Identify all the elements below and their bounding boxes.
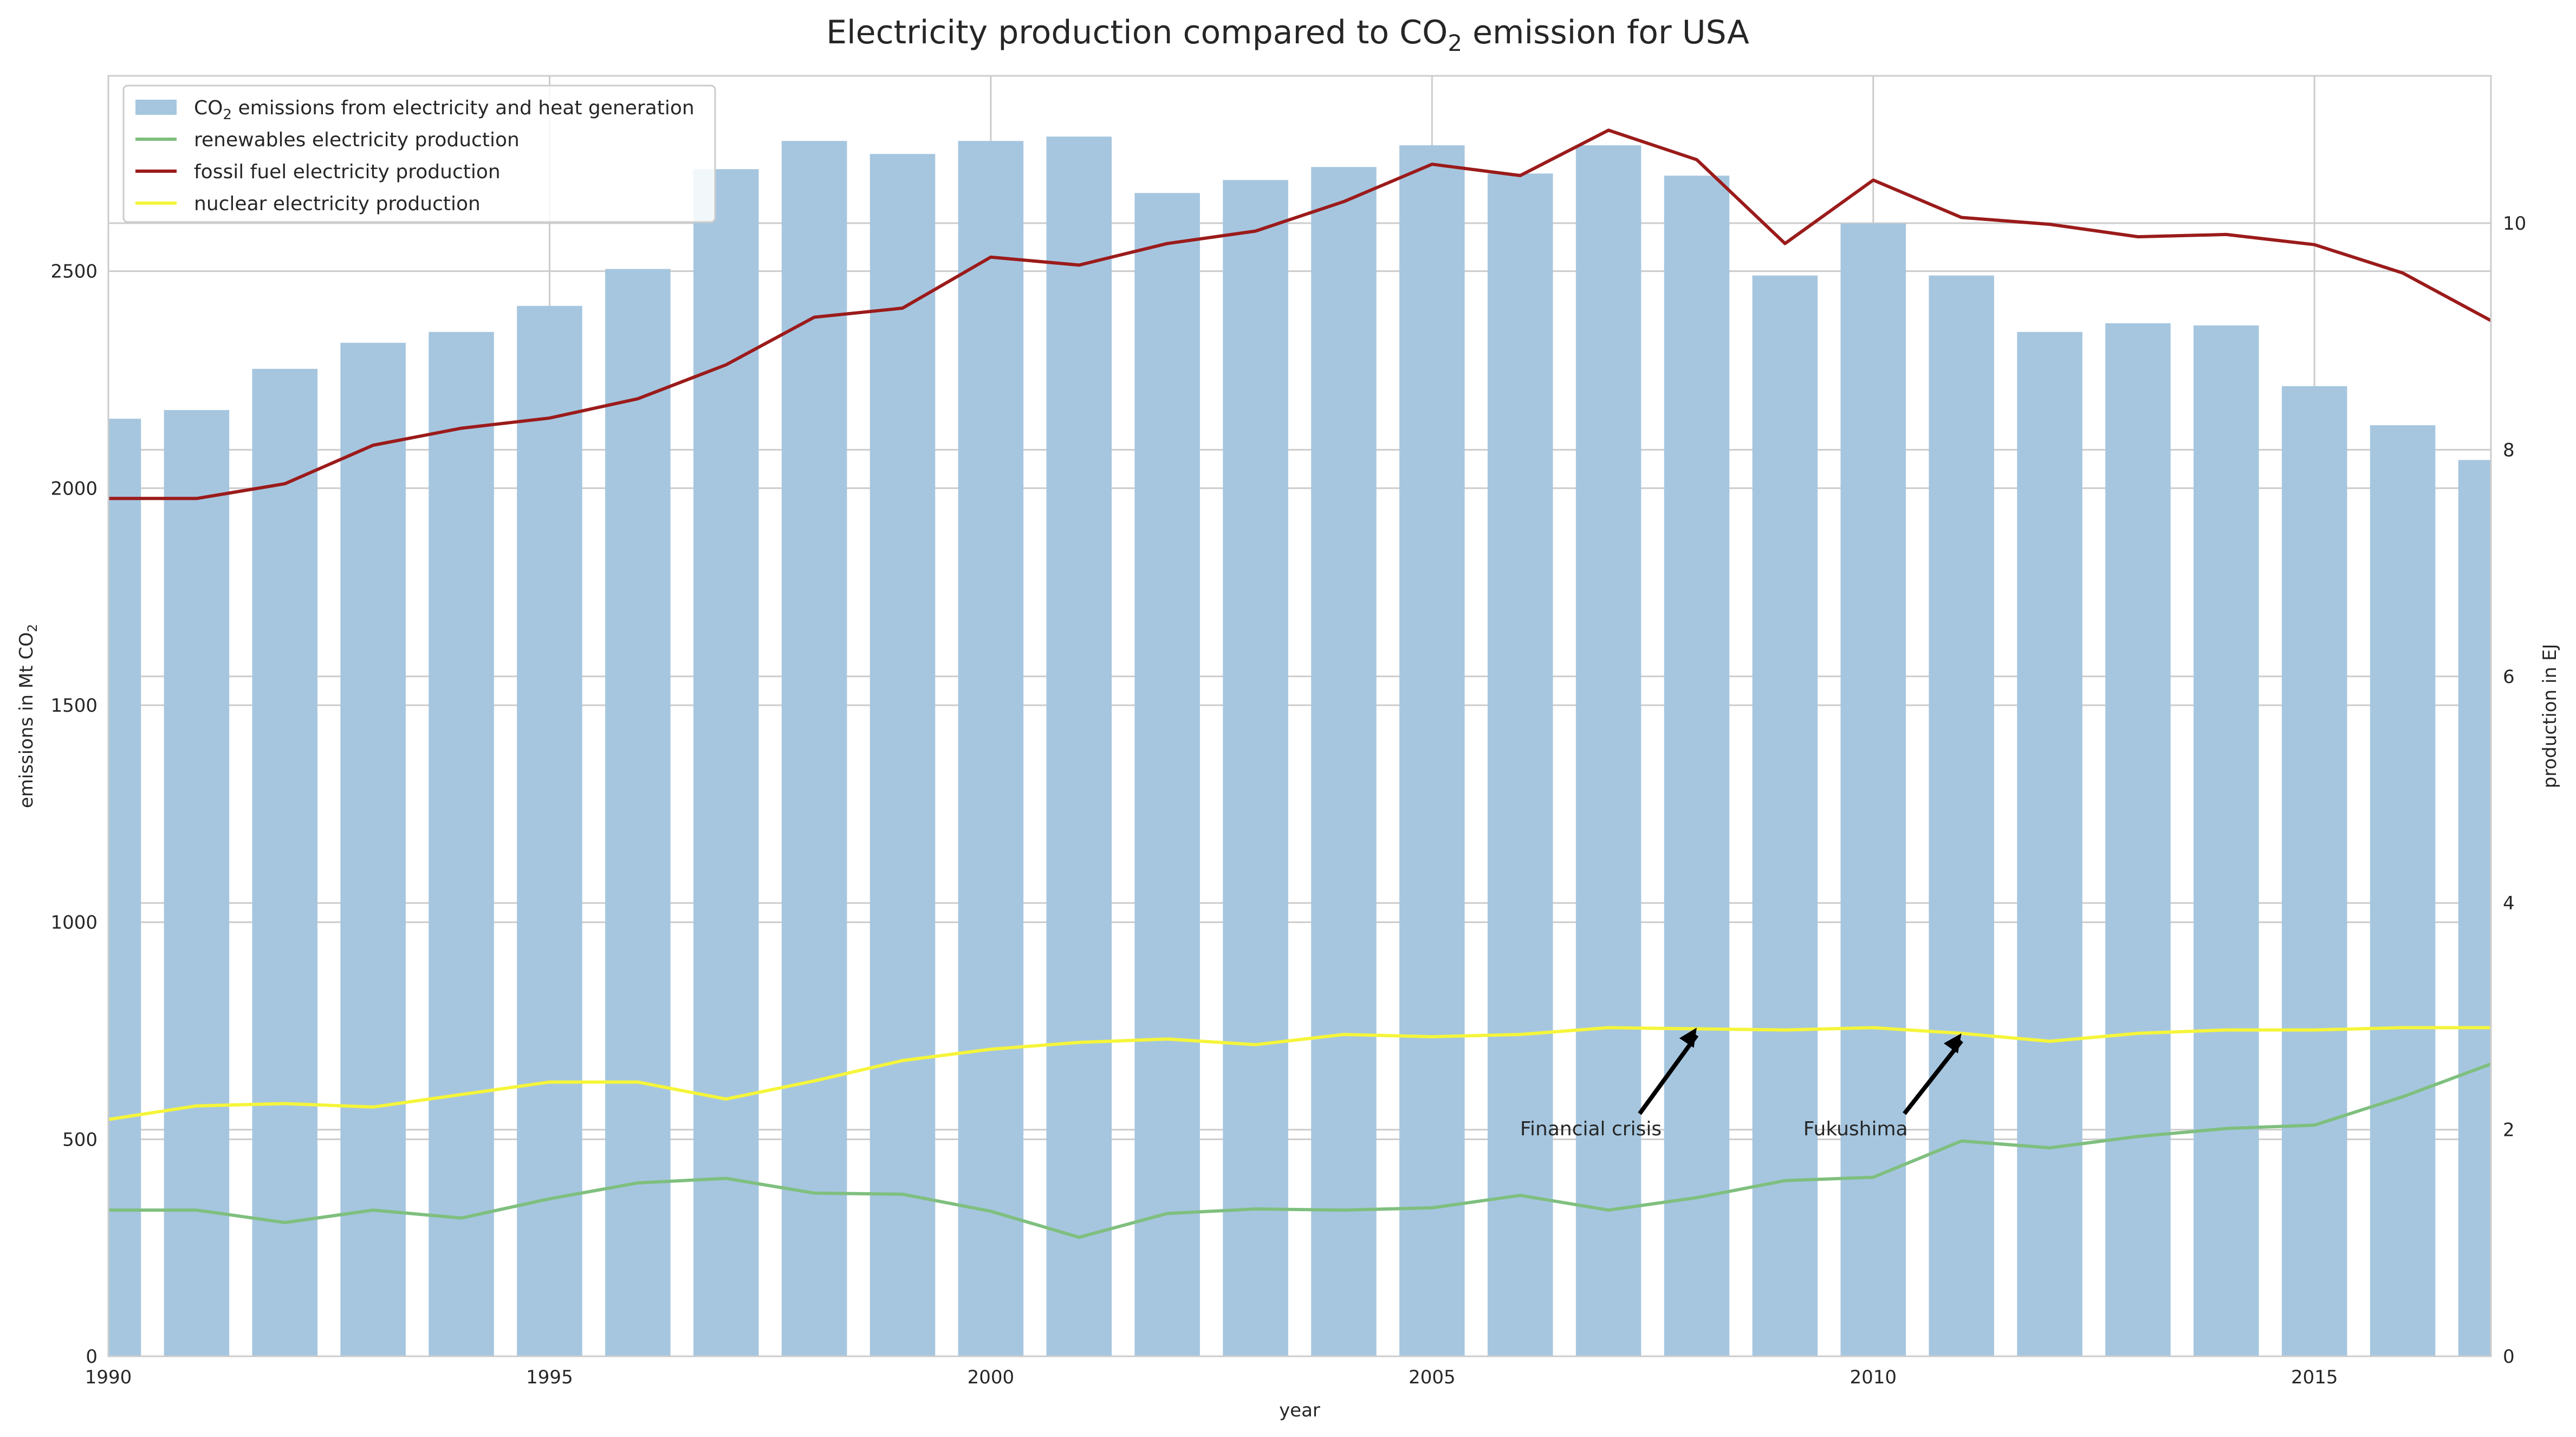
renewables-line: [108, 1062, 2492, 1239]
nuclear-line: [108, 1026, 2491, 1121]
arrowhead-icon: [1943, 1033, 1962, 1054]
x-axis-label: year: [1279, 1400, 1320, 1421]
annotation-arrow: [1903, 1039, 1963, 1115]
y-right-tick-label: 4: [2503, 893, 2515, 914]
arrowhead-icon: [1679, 1028, 1697, 1048]
co2-bar: [2105, 323, 2171, 1356]
co2-bar: [1664, 175, 1730, 1357]
legend-swatch-bar: [135, 100, 177, 115]
co2-bar: [1487, 173, 1553, 1356]
co2-bar: [693, 169, 759, 1357]
legend-label: fossil fuel electricity production: [194, 161, 501, 183]
annotations: Financial crisis Fukushima: [1520, 1028, 1963, 1140]
y-right-tick-label: 6: [2503, 666, 2515, 688]
co2-bar: [1311, 167, 1377, 1357]
co2-bar: [870, 154, 936, 1356]
co2-bar: [1223, 180, 1288, 1356]
co2-bar: [2370, 425, 2436, 1356]
bar-series: [108, 136, 2491, 1357]
x-tick-label: 2015: [2291, 1367, 2338, 1388]
legend-label: renewables electricity production: [194, 129, 520, 151]
co2-bar: [252, 368, 318, 1356]
x-tick-label: 1995: [526, 1367, 573, 1388]
fossil-line: [108, 128, 2492, 500]
legend: CO2 emissions from electricity and heat …: [122, 84, 716, 223]
axis-ticks: 1990 1995 2000 2005 2010 20150500100015002000…: [50, 213, 2526, 1388]
y-axis-right-label: production in EJ: [2539, 644, 2561, 789]
x-tick-label: 1990: [85, 1367, 132, 1388]
co2-bar: [605, 269, 671, 1356]
plot-frame: [107, 75, 2492, 1357]
chart-title: Electricity production compared to CO2 e…: [826, 14, 1749, 56]
co2-bar: [1399, 145, 1465, 1356]
co2-bar: [1929, 275, 1994, 1356]
y-left-tick-label: 2500: [50, 261, 98, 283]
co2-bar: [1840, 223, 1906, 1357]
legend-label: nuclear electricity production: [194, 193, 481, 215]
co2-bar: [1046, 136, 1112, 1356]
y-right-tick-label: 10: [2503, 213, 2526, 235]
annotation-label: Fukushima: [1803, 1118, 1908, 1140]
y-right-tick-label: 0: [2503, 1346, 2515, 1368]
y-axis-left-label: emissions in Mt CO2: [16, 624, 40, 808]
annotation-label: Financial crisis: [1520, 1118, 1662, 1140]
x-tick-label: 2005: [1409, 1367, 1456, 1388]
y-left-tick-label: 0: [86, 1346, 98, 1368]
annotation-arrow: [1638, 1033, 1699, 1115]
co2-bar: [2017, 331, 2082, 1356]
co2-bar: [2194, 325, 2259, 1356]
legend-label: CO2 emissions from electricity and heat …: [194, 97, 695, 123]
co2-bar: [1575, 145, 1641, 1356]
co2-bar: [164, 410, 230, 1356]
co2-bar: [340, 342, 406, 1356]
co2-bar: [2458, 460, 2491, 1357]
y-left-tick-label: 1000: [50, 912, 98, 934]
co2-bar: [108, 419, 141, 1356]
co2-bar: [517, 305, 582, 1356]
co2-bar: [2281, 386, 2347, 1356]
y-left-tick-label: 500: [62, 1129, 98, 1150]
x-tick-label: 2000: [968, 1367, 1015, 1388]
y-right-tick-label: 2: [2503, 1120, 2515, 1141]
line-series: [108, 128, 2492, 1239]
x-tick-label: 2010: [1850, 1367, 1897, 1388]
y-left-tick-label: 1500: [50, 695, 98, 717]
co2-bar: [429, 331, 494, 1356]
co2-bar: [781, 141, 847, 1357]
co2-bar: [1134, 193, 1200, 1356]
co2-bar: [958, 141, 1024, 1357]
legend-box: [122, 84, 716, 223]
co2-bar: [1752, 275, 1818, 1356]
y-left-tick-label: 2000: [50, 478, 98, 499]
y-right-tick-label: 8: [2503, 439, 2515, 461]
